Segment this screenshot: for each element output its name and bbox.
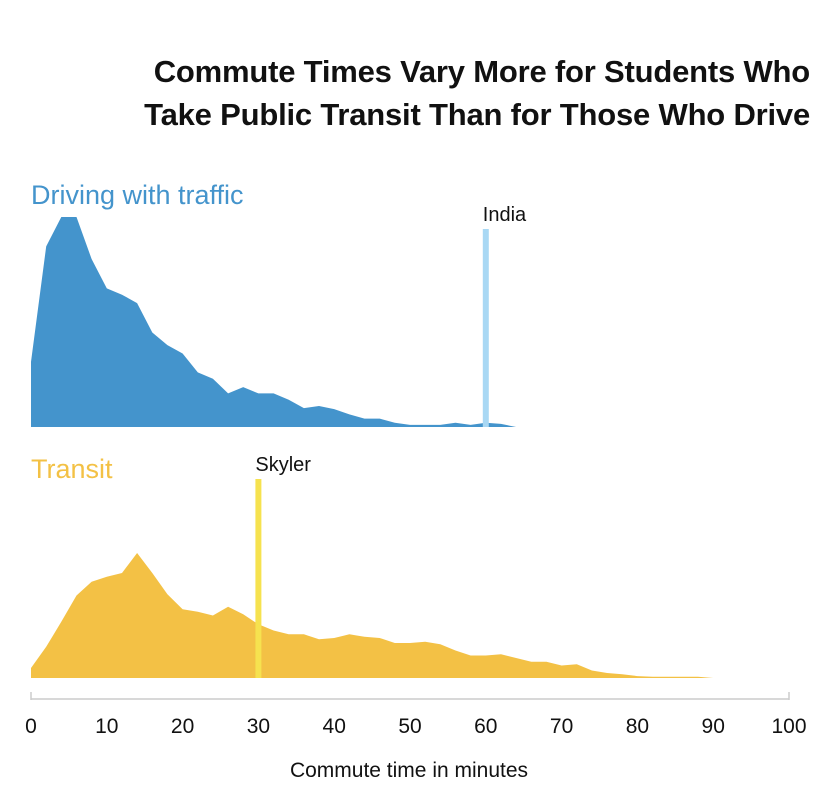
x-tick-label: 80 [626, 715, 649, 738]
transit-series-label: Transit [31, 454, 113, 484]
x-axis-title: Commute time in minutes [290, 759, 528, 782]
x-axis: 0 10 20 30 40 50 60 70 80 90 100 Commute time in m… [25, 692, 807, 782]
x-tick-label: 40 [323, 715, 346, 738]
x-tick-label: 20 [171, 715, 194, 738]
transit-density-area [31, 553, 714, 678]
x-tick-label: 50 [398, 715, 421, 738]
x-tick-label: 30 [247, 715, 270, 738]
driving-panel: India Driving with traffic [31, 180, 527, 427]
driving-density-area [31, 217, 517, 427]
x-tick-label: 10 [95, 715, 118, 738]
x-tick-label: 70 [550, 715, 573, 738]
skyler-marker-label: Skyler [255, 454, 311, 476]
x-tick-label: 60 [474, 715, 497, 738]
india-marker-label: India [483, 204, 527, 226]
chart-title: Commute Times Vary More for Students Who… [0, 50, 810, 136]
x-tick-label: 90 [702, 715, 725, 738]
x-tick-label: 100 [771, 715, 806, 738]
driving-series-label: Driving with traffic [31, 180, 244, 210]
transit-panel: Skyler Transit [31, 454, 714, 678]
chart-title-line-2: Take Public Transit Than for Those Who D… [144, 97, 810, 132]
x-axis-ticks: 0 10 20 30 40 50 60 70 80 90 100 [25, 692, 807, 738]
x-tick-label: 0 [25, 715, 37, 738]
chart-title-line-1: Commute Times Vary More for Students Who [153, 54, 811, 89]
